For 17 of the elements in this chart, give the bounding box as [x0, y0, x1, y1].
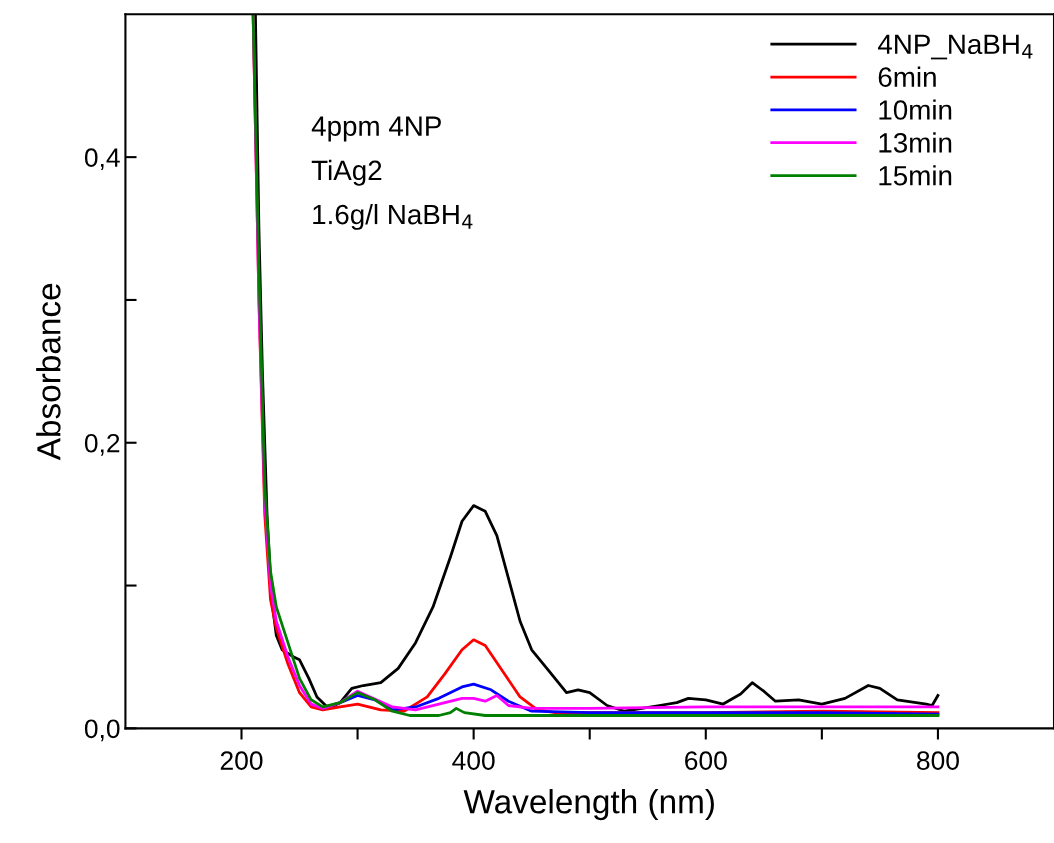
x-tick-label: 400 — [452, 751, 495, 770]
annotation: TiAg2 — [311, 159, 382, 186]
x-axis-title: Wavelength (nm) — [463, 789, 714, 821]
legend-label: 6min — [878, 66, 936, 88]
legend-label: 10min — [879, 99, 952, 120]
y-tick-label: 0,4 — [84, 148, 120, 171]
y-axis-title: Absorbance — [36, 283, 61, 461]
x-tick-label: 800 — [917, 751, 959, 770]
y-tick-label: 0,0 — [84, 719, 120, 742]
x-tick-label: 200 — [220, 751, 263, 770]
y-tick-label: 0,2 — [84, 433, 120, 456]
legend-label: 4NP_NaBH$_{4}$ — [877, 34, 1033, 60]
annotation: 4ppm 4NP — [311, 116, 441, 142]
legend-label: 13min — [879, 132, 952, 153]
x-tick-label: 600 — [685, 751, 727, 770]
legend-label: 15min — [879, 165, 952, 186]
annotation: 1.6g/l NaBH$_{4}$ — [313, 203, 473, 230]
